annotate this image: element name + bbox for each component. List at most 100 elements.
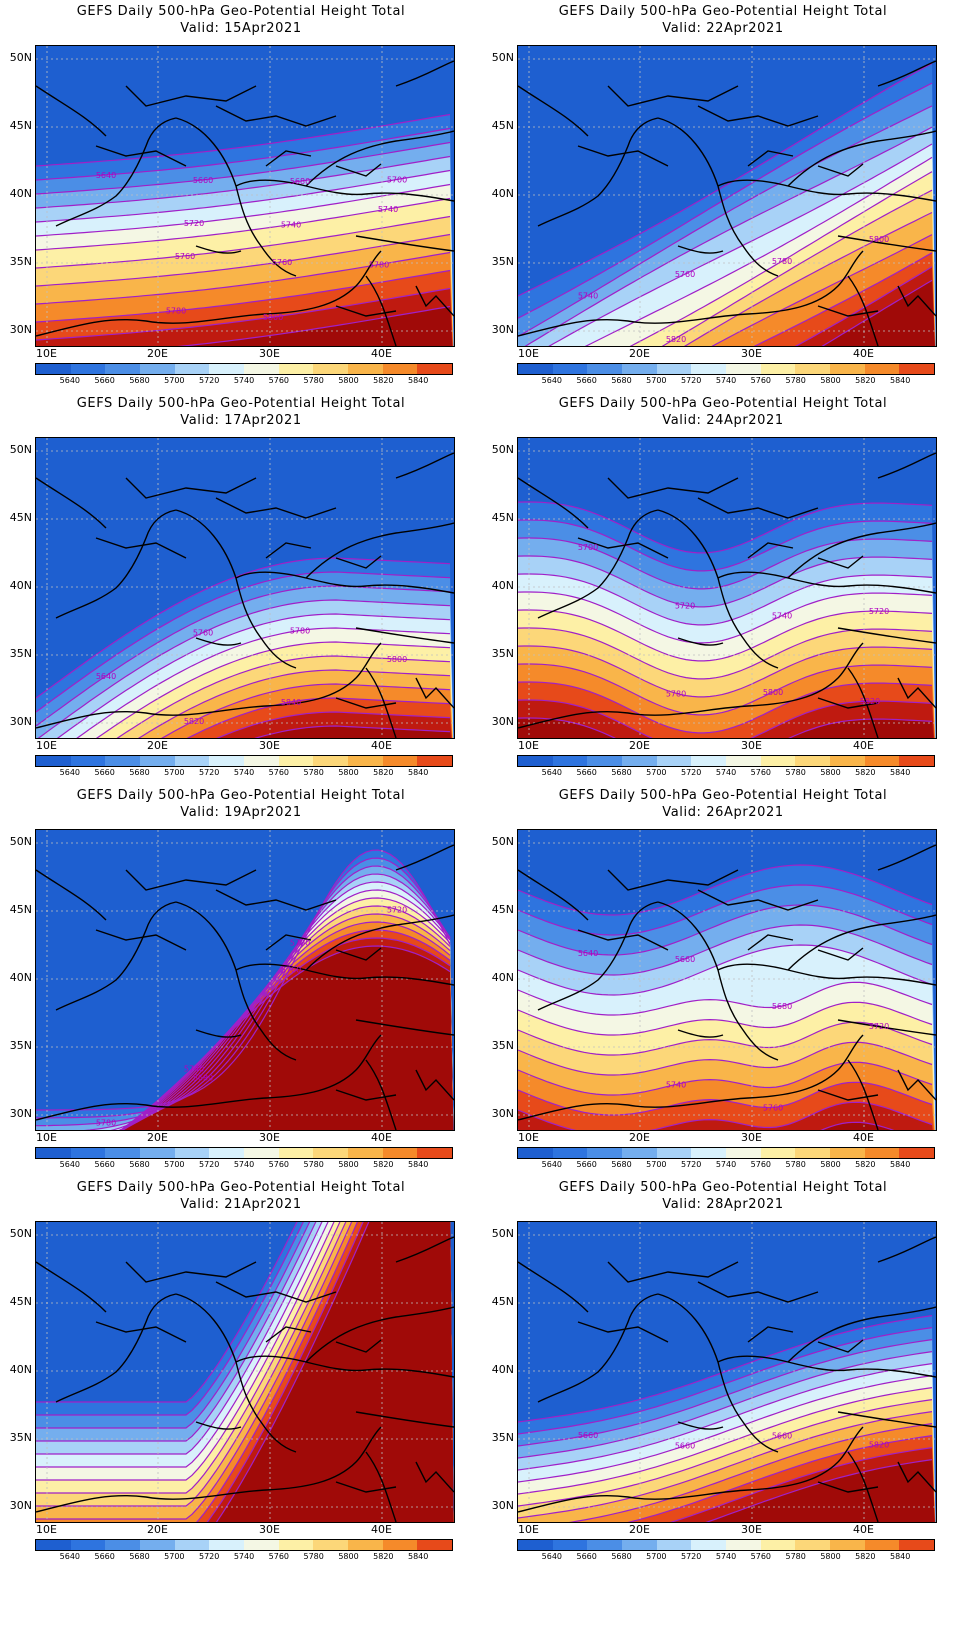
colorbar-segment bbox=[417, 364, 453, 374]
latitude-label: 50N bbox=[491, 1227, 514, 1240]
colorbar-label: 5720 bbox=[680, 768, 702, 777]
colorbar-segment bbox=[795, 1148, 831, 1158]
band-fill bbox=[216, 1222, 454, 1522]
colorbar-segment bbox=[552, 1540, 588, 1550]
contour-label: 5800 bbox=[763, 688, 783, 697]
height-contour bbox=[36, 287, 451, 341]
coastline bbox=[697, 497, 819, 519]
coastline bbox=[817, 555, 864, 569]
colorbar-label: 5720 bbox=[680, 376, 702, 385]
coastline bbox=[365, 1059, 397, 1130]
latitude-label: 45N bbox=[9, 511, 32, 524]
colorbar-segment bbox=[36, 364, 71, 374]
height-contour bbox=[36, 571, 451, 713]
coastline bbox=[518, 1426, 864, 1513]
panel-valid-date: Valid: 26Apr2021 bbox=[662, 805, 784, 820]
colorbar-segment bbox=[864, 364, 900, 374]
height-contour bbox=[83, 873, 451, 1130]
latitude-label: 35N bbox=[491, 1039, 514, 1052]
colorbar bbox=[35, 1147, 453, 1159]
panel-valid-date: Valid: 21Apr2021 bbox=[180, 1197, 302, 1212]
contour-label: 5680 bbox=[193, 1074, 213, 1083]
coastline bbox=[335, 947, 382, 961]
colorbar-label: 5660 bbox=[94, 376, 115, 385]
latitude-label: 30N bbox=[491, 323, 514, 336]
colorbar-label: 5640 bbox=[59, 768, 81, 777]
colorbar-segment bbox=[174, 1540, 210, 1550]
coastline bbox=[817, 947, 864, 961]
height-contour bbox=[518, 609, 933, 662]
height-contour bbox=[36, 1222, 317, 1442]
panel-title: GEFS Daily 500-hPa Geo-Potential Height … bbox=[76, 396, 406, 411]
colorbar-segment bbox=[140, 756, 175, 766]
map-canvas: 5640 5760 5780 5800 5820 5840 bbox=[36, 438, 454, 738]
colorbar-label: 5680 bbox=[129, 376, 150, 385]
height-contour bbox=[206, 1222, 364, 1522]
height-contour bbox=[36, 183, 451, 237]
forecast-panel: GEFS Daily 500-hPa Geo-Potential Height … bbox=[482, 784, 964, 1194]
coastline bbox=[537, 117, 659, 227]
latitude-label: 45N bbox=[9, 119, 32, 132]
colorbar-segment bbox=[244, 756, 279, 766]
colorbar-segment bbox=[348, 1148, 383, 1158]
colorbar-segment bbox=[864, 756, 900, 766]
longitude-label: 30E bbox=[259, 347, 280, 360]
colorbar-label: 5840 bbox=[407, 1552, 429, 1561]
height-contour bbox=[518, 573, 933, 626]
contour-label: 5820 bbox=[184, 717, 204, 726]
colorbar-label: 5700 bbox=[646, 1552, 667, 1561]
colorbar-segment bbox=[278, 364, 314, 374]
latitude-label: 50N bbox=[9, 835, 32, 848]
latitude-label: 45N bbox=[491, 903, 514, 916]
height-contour bbox=[821, 279, 933, 346]
colorbar-segment bbox=[795, 756, 831, 766]
map-canvas: 5660 5660 5660 5820 bbox=[518, 1222, 936, 1522]
colorbar bbox=[35, 1539, 453, 1551]
panel-title: GEFS Daily 500-hPa Geo-Potential Height … bbox=[558, 788, 888, 803]
coastline bbox=[518, 1034, 864, 1121]
height-contour bbox=[794, 266, 933, 346]
contour-label: 5740 bbox=[281, 221, 301, 230]
longitude-label: 20E bbox=[629, 739, 650, 752]
coastline bbox=[415, 677, 454, 709]
coastline bbox=[657, 509, 779, 669]
height-contour bbox=[116, 655, 451, 738]
contour-label: 5720 bbox=[869, 1022, 889, 1031]
contour-label: 5780 bbox=[666, 689, 686, 698]
colorbar-label: 5840 bbox=[889, 768, 911, 777]
panel-valid-date: Valid: 17Apr2021 bbox=[180, 413, 302, 428]
coastline bbox=[677, 1421, 724, 1430]
colorbar-segment bbox=[899, 1540, 935, 1550]
coastline bbox=[355, 1019, 454, 1036]
height-contour bbox=[568, 1423, 933, 1522]
colorbar-label: 5760 bbox=[268, 1160, 290, 1169]
band-fill bbox=[707, 1459, 935, 1522]
colorbar bbox=[517, 755, 935, 767]
colorbar-segment bbox=[140, 1148, 175, 1158]
height-contour bbox=[36, 1222, 311, 1429]
coastline bbox=[837, 1411, 936, 1428]
colorbar-segment bbox=[209, 1540, 245, 1550]
height-map: 5660 5660 5660 5820 bbox=[517, 1221, 937, 1523]
contour-label: 5720 bbox=[869, 607, 889, 616]
forecast-panel: GEFS Daily 500-hPa Geo-Potential Height … bbox=[0, 784, 482, 1194]
longitude-label: 10E bbox=[518, 739, 539, 752]
latitude-label: 50N bbox=[9, 1227, 32, 1240]
height-contour bbox=[518, 1327, 933, 1435]
latitude-label: 30N bbox=[9, 1499, 32, 1512]
colorbar-label: 5800 bbox=[820, 768, 841, 777]
longitude-label: 10E bbox=[518, 1523, 539, 1536]
colorbar-label: 5740 bbox=[715, 376, 737, 385]
longitude-label: 40E bbox=[853, 1523, 874, 1536]
coastline bbox=[518, 250, 864, 337]
colorbar-segment bbox=[899, 756, 935, 766]
panel-title: GEFS Daily 500-hPa Geo-Potential Height … bbox=[558, 1180, 888, 1195]
height-contour bbox=[684, 211, 933, 346]
map-canvas bbox=[36, 1222, 454, 1522]
coastline bbox=[817, 163, 864, 177]
height-contour bbox=[36, 849, 451, 1111]
coastline bbox=[355, 627, 454, 644]
height-contour bbox=[119, 945, 451, 1130]
height-contour bbox=[518, 627, 933, 680]
colorbar-label: 5760 bbox=[268, 376, 290, 385]
